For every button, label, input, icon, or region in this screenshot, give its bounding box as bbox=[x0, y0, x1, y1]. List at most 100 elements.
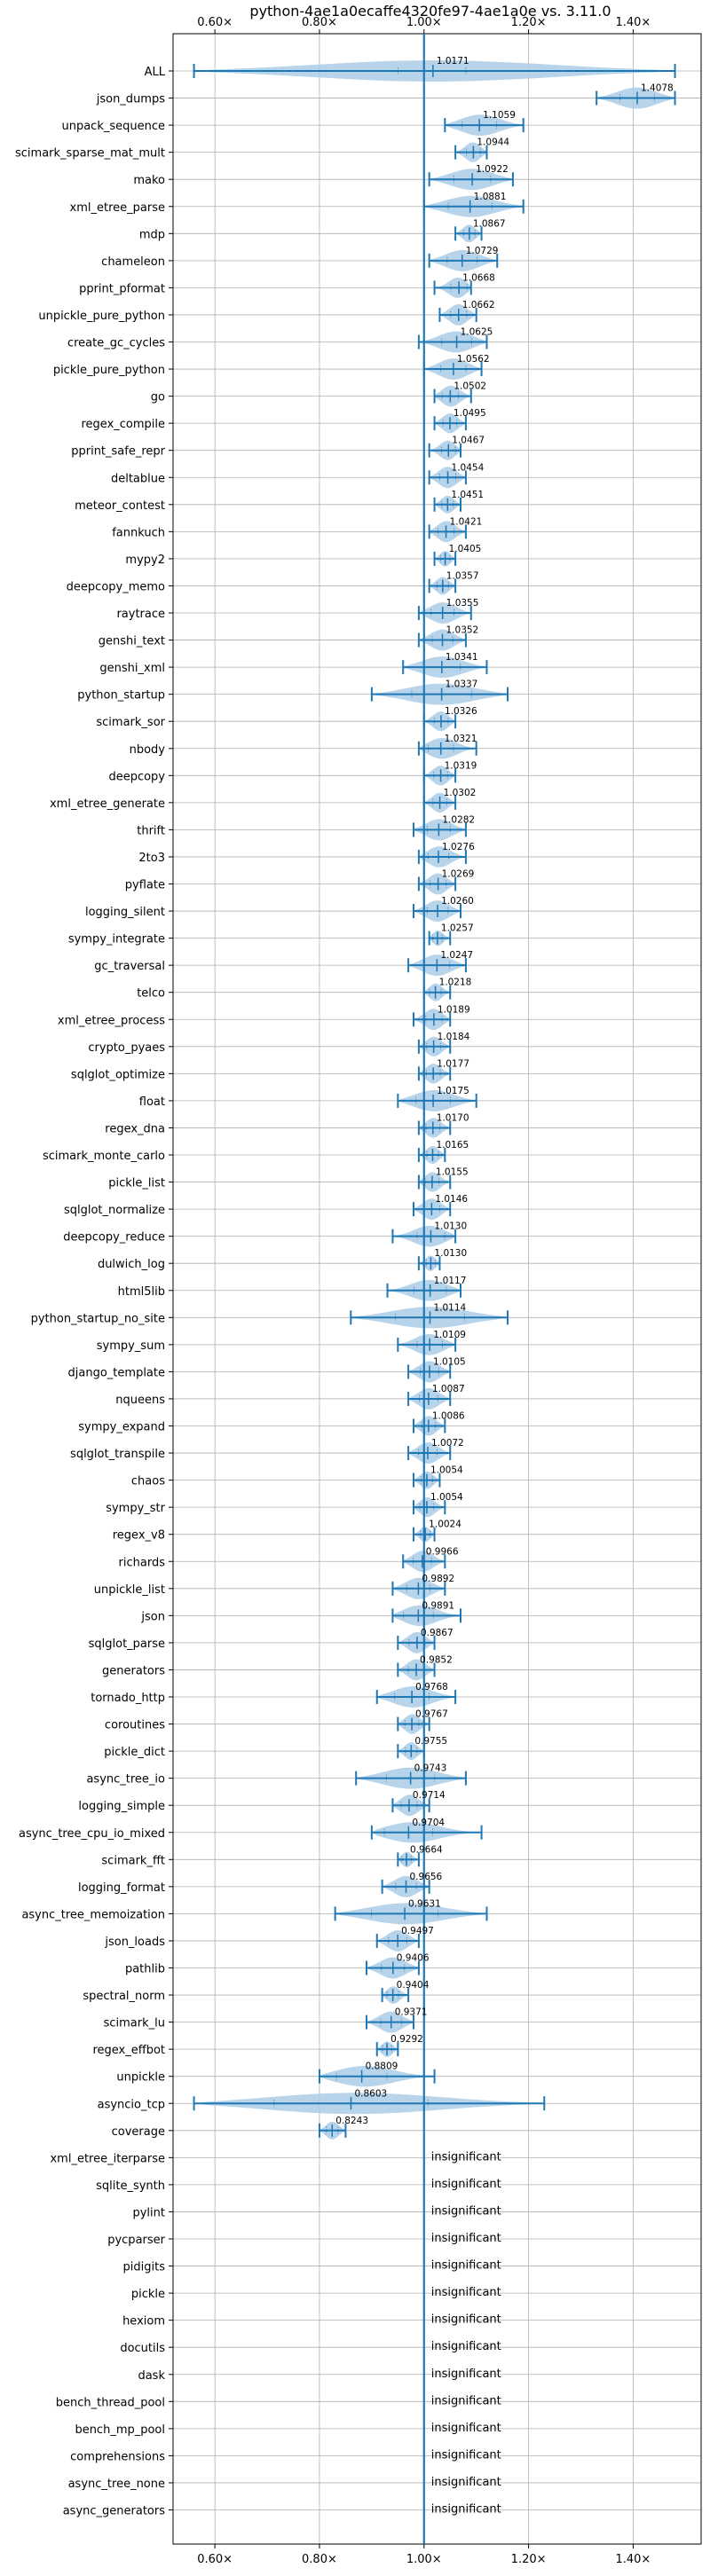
value-label: 1.0105 bbox=[433, 1356, 466, 1367]
benchmark-label: sqlglot_optimize bbox=[71, 1068, 165, 1081]
insignificant-label: insignificant bbox=[431, 2313, 501, 2327]
benchmark-label: regex_v8 bbox=[113, 1529, 165, 1543]
benchmark-label: genshi_xml bbox=[99, 662, 165, 675]
value-label: 1.0337 bbox=[446, 679, 478, 690]
benchmark-label: pprint_pformat bbox=[79, 282, 165, 295]
value-label: 1.4078 bbox=[641, 83, 674, 94]
value-label: 0.9714 bbox=[413, 1790, 446, 1801]
insignificant-label: insignificant bbox=[431, 2150, 501, 2164]
value-label: 0.8243 bbox=[335, 2116, 368, 2126]
value-label: 1.0165 bbox=[436, 1140, 469, 1151]
value-label: 0.9656 bbox=[410, 1872, 443, 1882]
value-label: 1.0170 bbox=[437, 1112, 469, 1123]
benchmark-label: docutils bbox=[120, 2342, 165, 2355]
benchmark-label: unpickle_list bbox=[94, 1583, 165, 1597]
value-label: 1.0177 bbox=[437, 1058, 469, 1069]
benchmark-label: hexiom bbox=[122, 2315, 165, 2329]
benchmark-label: xml_etree_iterparse bbox=[50, 2152, 165, 2165]
benchmark-label: logging_format bbox=[78, 1881, 165, 1895]
benchmark-label: sympy_expand bbox=[78, 1421, 165, 1434]
benchmark-label: regex_compile bbox=[81, 418, 165, 431]
benchmark-label: sympy_str bbox=[106, 1502, 165, 1515]
x-tick-label-top: 0.60× bbox=[197, 16, 233, 29]
benchmark-label: pickle_dict bbox=[104, 1746, 165, 1759]
value-label: 1.0054 bbox=[430, 1465, 463, 1476]
benchmark-label: deltablue bbox=[111, 472, 165, 485]
benchmark-label: chameleon bbox=[101, 255, 165, 269]
x-tick-label-top: 1.40× bbox=[615, 16, 651, 29]
value-label: 1.0109 bbox=[433, 1330, 466, 1340]
value-label: 1.0495 bbox=[454, 408, 486, 419]
benchmark-label: pyflate bbox=[125, 879, 165, 892]
value-label: 0.9704 bbox=[412, 1818, 445, 1828]
value-label: 1.1059 bbox=[483, 110, 516, 121]
benchmark-label: comprehensions bbox=[70, 2450, 165, 2463]
benchmark-label: mako bbox=[133, 174, 165, 187]
benchmark-label: asyncio_tcp bbox=[98, 2098, 165, 2111]
value-label: 1.0117 bbox=[434, 1276, 467, 1286]
value-label: 1.0326 bbox=[445, 706, 477, 717]
benchmark-label: thrift bbox=[137, 824, 165, 837]
benchmark-label: sympy_integrate bbox=[68, 933, 165, 946]
value-label: 1.0625 bbox=[461, 327, 493, 338]
value-label: 1.0189 bbox=[438, 1004, 470, 1015]
x-tick-label-bottom: 1.00× bbox=[406, 2553, 442, 2566]
insignificant-label: insignificant bbox=[431, 2503, 501, 2517]
benchmark-label: deepcopy bbox=[108, 770, 165, 783]
value-label: 0.9406 bbox=[397, 1953, 430, 1964]
value-label: 1.0922 bbox=[476, 164, 509, 175]
benchmark-label: regex_dna bbox=[105, 1122, 165, 1135]
benchmark-label: raytrace bbox=[116, 608, 165, 621]
benchmark-label: unpickle bbox=[116, 2071, 165, 2085]
benchmark-label: pickle_list bbox=[108, 1177, 165, 1190]
benchmark-label: unpickle_pure_python bbox=[38, 310, 165, 323]
value-label: 1.0247 bbox=[440, 950, 473, 961]
violin-layer bbox=[193, 60, 676, 2140]
x-tick-label-top: 1.20× bbox=[511, 16, 547, 29]
benchmark-label: telco bbox=[137, 987, 165, 1001]
value-label: 0.8809 bbox=[366, 2062, 398, 2072]
benchmark-label: coroutines bbox=[105, 1719, 165, 1732]
benchmark-label: async_tree_io bbox=[86, 1773, 165, 1787]
value-label: 1.0668 bbox=[462, 272, 495, 283]
insignificant-label: insignificant bbox=[431, 2286, 501, 2299]
value-label: 0.9404 bbox=[397, 1980, 430, 1991]
value-label: 1.0054 bbox=[430, 1492, 463, 1503]
benchmark-label: unpack_sequence bbox=[61, 120, 165, 133]
value-label: 1.0881 bbox=[474, 192, 507, 202]
benchmark-label: generators bbox=[102, 1664, 165, 1677]
value-label: 1.0355 bbox=[446, 598, 479, 609]
benchmark-label: meteor_contest bbox=[75, 499, 165, 513]
benchmark-label: dask bbox=[138, 2369, 165, 2383]
value-label: 1.0451 bbox=[451, 490, 484, 500]
value-label: 1.0662 bbox=[462, 300, 495, 310]
value-label: 1.0405 bbox=[449, 544, 482, 554]
benchmark-label: sqlglot_normalize bbox=[64, 1204, 165, 1217]
value-label: 0.9371 bbox=[395, 2007, 428, 2018]
value-label: 1.0184 bbox=[438, 1032, 470, 1042]
value-label: 1.0319 bbox=[445, 760, 477, 771]
benchmark-label: logging_silent bbox=[85, 906, 165, 919]
value-label: 1.0269 bbox=[442, 869, 475, 880]
value-label: 1.0282 bbox=[442, 814, 475, 825]
insignificant-label: insignificant bbox=[431, 2259, 501, 2273]
benchmark-label: sqlglot_parse bbox=[89, 1637, 165, 1651]
value-label: 0.9292 bbox=[390, 2034, 423, 2045]
benchmark-label: mypy2 bbox=[125, 554, 165, 567]
value-label: 0.9891 bbox=[422, 1600, 454, 1611]
value-label: 0.9852 bbox=[420, 1654, 453, 1665]
benchmark-label: django_template bbox=[68, 1366, 165, 1379]
value-label: 1.0341 bbox=[446, 652, 478, 663]
insignificant-label: insignificant bbox=[431, 2178, 501, 2191]
benchmark-label: pickle_pure_python bbox=[53, 364, 165, 377]
benchmark-label: json bbox=[140, 1610, 165, 1623]
value-label: 1.0276 bbox=[442, 842, 475, 852]
value-label: 0.9768 bbox=[415, 1682, 448, 1692]
x-tick-label-bottom: 0.60× bbox=[197, 2553, 233, 2566]
value-label: 0.9664 bbox=[410, 1844, 443, 1855]
value-label: 1.0130 bbox=[434, 1248, 467, 1259]
benchmark-label: async_tree_cpu_io_mixed bbox=[19, 1827, 165, 1841]
value-label: 1.0944 bbox=[477, 137, 509, 148]
